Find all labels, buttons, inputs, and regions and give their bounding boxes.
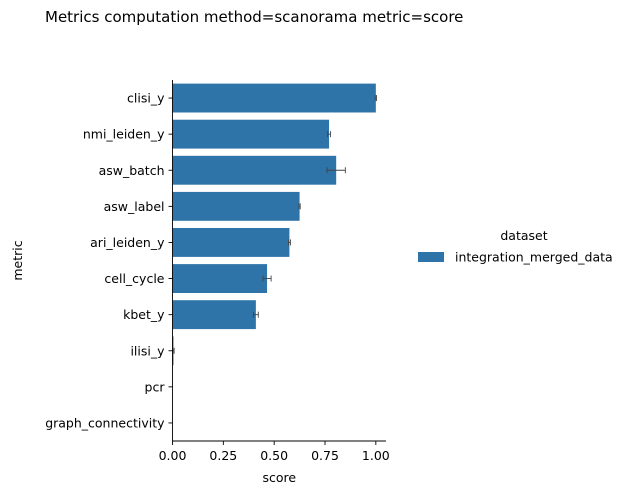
bar — [172, 155, 337, 185]
bar — [172, 300, 256, 330]
bar — [172, 191, 300, 221]
x-tick-label: 1.00 — [362, 448, 390, 463]
y-tick-label: pcr — [145, 379, 166, 394]
bar — [172, 83, 376, 113]
x-tick-label: 0.25 — [209, 448, 237, 463]
legend-title: dataset — [500, 228, 547, 243]
x-tick-label: 0.00 — [159, 448, 187, 463]
plot-area — [172, 83, 377, 366]
y-tick-label: clisi_y — [127, 91, 165, 106]
y-tick-label: cell_cycle — [104, 271, 164, 286]
legend-swatch — [418, 252, 444, 262]
x-tick-label: 0.50 — [260, 448, 288, 463]
chart-title: Metrics computation method=scanorama met… — [45, 8, 463, 26]
y-axis-label: metric — [10, 240, 25, 280]
y-tick-label: ilisi_y — [130, 343, 165, 358]
legend-label: integration_merged_data — [455, 250, 613, 265]
x-axis-ticks: 0.00 0.25 0.50 0.75 1.00 — [159, 441, 390, 463]
bar — [172, 264, 268, 293]
y-tick-label: graph_connectivity — [45, 415, 165, 430]
y-axis-ticks: clisi_y nmi_leiden_y asw_batch asw_labelari… — [45, 91, 173, 430]
y-tick-label: ari_leiden_y — [90, 235, 165, 250]
x-tick-label: 0.75 — [311, 448, 339, 463]
bar — [172, 119, 330, 149]
y-tick-label: asw_label — [104, 199, 165, 214]
y-tick-label: asw_batch — [99, 163, 165, 178]
bar — [172, 228, 290, 257]
x-axis-label: score — [262, 470, 296, 485]
legend: dataset integration_merged_data — [418, 228, 613, 265]
y-tick-label: kbet_y — [123, 307, 165, 322]
y-tick-label: nmi_leiden_y — [83, 127, 165, 142]
